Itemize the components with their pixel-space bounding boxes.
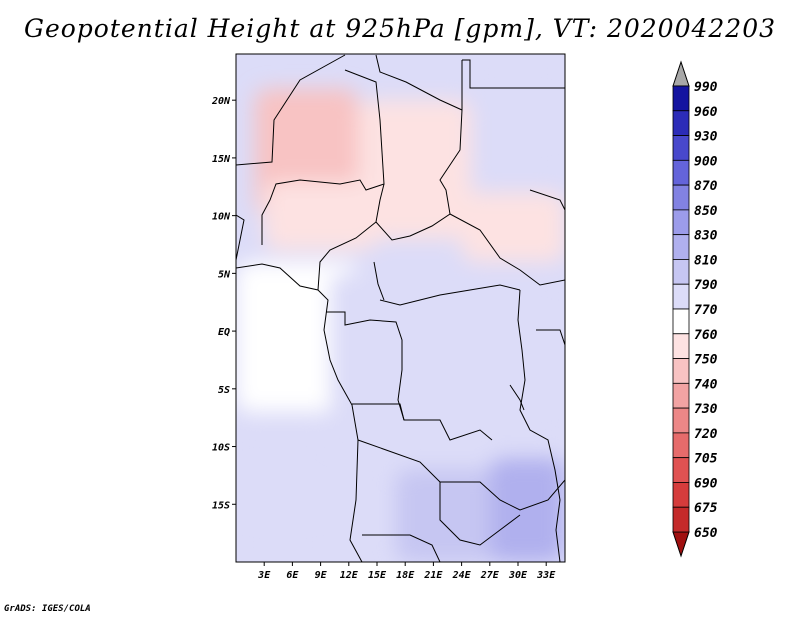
height-region-6 bbox=[471, 54, 565, 181]
colorbar-box bbox=[672, 506, 690, 533]
colorbar-label: 900 bbox=[694, 154, 718, 169]
colorbar-box bbox=[672, 85, 690, 112]
x-tick-label: 9E bbox=[315, 570, 328, 581]
y-tick-label: 5N bbox=[218, 269, 231, 280]
country-borders bbox=[236, 54, 565, 562]
colorbar-box bbox=[672, 457, 690, 483]
colorbar-box bbox=[672, 234, 690, 260]
plot-frame bbox=[235, 53, 566, 563]
y-tick-label: 15S bbox=[212, 500, 230, 511]
height-region-8 bbox=[395, 469, 500, 562]
y-tick-label: 10N bbox=[212, 212, 231, 223]
colorbar-label: 750 bbox=[694, 353, 718, 368]
colorbar-box bbox=[672, 333, 690, 359]
colorbar-label: 730 bbox=[694, 402, 718, 417]
colorbar-box bbox=[672, 259, 690, 285]
y-tick-label: 15N bbox=[212, 154, 231, 165]
grads-credit: GrADS: IGES/COLA bbox=[4, 604, 91, 614]
colorbar-label: 850 bbox=[694, 204, 718, 219]
colorbar-label: 990 bbox=[694, 80, 718, 95]
colorbar-label: 870 bbox=[694, 179, 718, 194]
y-tick-label: 20N bbox=[211, 96, 231, 107]
x-tick-label: 21E bbox=[423, 570, 443, 581]
colorbar-label: 675 bbox=[694, 501, 718, 516]
colorbar-box bbox=[672, 382, 690, 409]
colorbar: 650 675 690 705 720 730 740 750 760 770 790 810 830 8… bbox=[672, 60, 718, 558]
colorbar-label: 960 bbox=[694, 105, 718, 120]
colorbar-label: 740 bbox=[694, 377, 718, 392]
colorbar-label: 790 bbox=[694, 278, 718, 293]
x-tick-label: 30E bbox=[508, 570, 528, 581]
height-region-9 bbox=[489, 458, 565, 562]
height-field bbox=[236, 54, 565, 562]
y-tick-label: 5S bbox=[218, 385, 230, 396]
y-axis: 20N 15N 10N 5N EQ 5S 10S 15S bbox=[211, 96, 236, 511]
colorbar-box bbox=[672, 358, 690, 384]
x-tick-label: 15E bbox=[368, 570, 387, 581]
x-tick-label: 12E bbox=[340, 570, 359, 581]
colorbar-box bbox=[672, 407, 690, 434]
x-axis: 3E 6E 9E 12E 15E 18E 21E 24E 27E 30E 33E bbox=[257, 562, 556, 581]
colorbar-label: 720 bbox=[694, 427, 718, 442]
x-tick-label: 24E bbox=[452, 570, 472, 581]
height-region-3 bbox=[461, 192, 565, 262]
height-region-2 bbox=[358, 100, 471, 239]
x-tick-label: 6E bbox=[286, 570, 299, 581]
colorbar-box bbox=[672, 184, 690, 211]
y-tick-label: 10S bbox=[212, 443, 230, 454]
x-tick-label: 33E bbox=[536, 570, 556, 581]
colorbar-under-triangle bbox=[672, 531, 690, 558]
colorbar-box bbox=[672, 432, 690, 459]
colorbar-over-triangle bbox=[672, 60, 690, 87]
height-region-7 bbox=[236, 423, 330, 562]
colorbar-box bbox=[672, 159, 690, 186]
colorbar-label: 830 bbox=[694, 229, 718, 244]
chart-title: Geopotential Height at 925hPa [gpm], VT:… bbox=[23, 14, 777, 43]
y-tick-label: EQ bbox=[218, 327, 230, 338]
colorbar-label: 810 bbox=[694, 253, 718, 268]
map-plot-area: 3E 6E 9E 12E 15E 18E 21E 24E 27E 30E 33E 20N 15N 10N… bbox=[211, 53, 566, 581]
colorbar-box bbox=[672, 135, 690, 161]
colorbar-box bbox=[672, 283, 690, 310]
colorbar-box bbox=[672, 482, 690, 508]
colorbar-label: 760 bbox=[694, 328, 718, 343]
colorbar-box bbox=[672, 110, 690, 136]
x-tick-label: 27E bbox=[480, 570, 500, 581]
x-tick-label: 3E bbox=[257, 570, 271, 581]
colorbar-box bbox=[672, 209, 690, 236]
colorbar-label: 930 bbox=[694, 130, 718, 145]
colorbar-label: 770 bbox=[694, 303, 718, 318]
colorbar-label: 705 bbox=[694, 452, 718, 467]
height-region-1 bbox=[264, 181, 377, 251]
colorbar-label: 690 bbox=[694, 476, 718, 491]
colorbar-label: 650 bbox=[694, 526, 718, 541]
colorbar-box bbox=[672, 308, 690, 335]
x-tick-label: 18E bbox=[396, 570, 415, 581]
height-region-5 bbox=[330, 273, 565, 447]
